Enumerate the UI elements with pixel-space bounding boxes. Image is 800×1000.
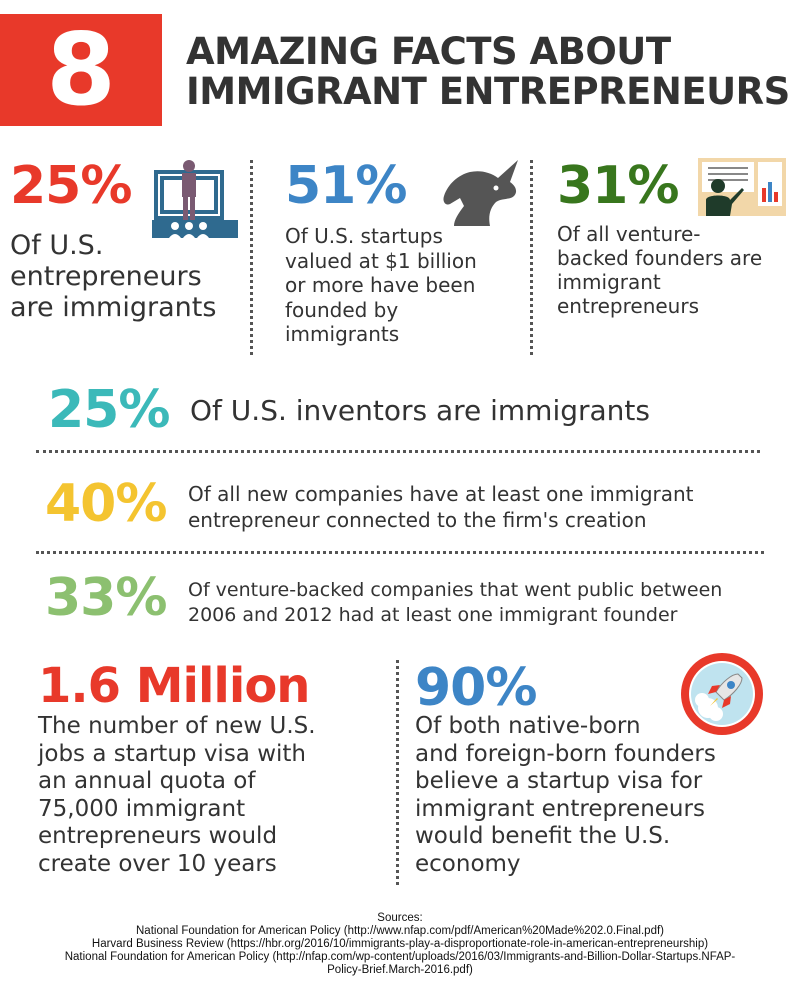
- fact-line: immigrant entrepreneurs: [415, 795, 705, 822]
- stat-new-companies: 40%: [45, 474, 167, 534]
- fact-line: Of all new companies have at least one i…: [188, 482, 694, 506]
- stat-startup-visa: 90%: [415, 658, 537, 718]
- fact-line: backed founders are: [557, 246, 763, 270]
- sources-heading: Sources:: [377, 912, 423, 924]
- fact-line: Of U.S. startups: [285, 224, 443, 248]
- column-divider: [250, 160, 253, 355]
- fact-founders-text: Of all venture- backed founders are immi…: [557, 222, 762, 318]
- fact-went-public-text: Of venture-backed companies that went pu…: [188, 578, 722, 628]
- row-divider: [36, 450, 760, 453]
- fact-line: Of U.S.: [10, 230, 104, 261]
- fact-line: 2006 and 2012 had at least one immigrant…: [188, 604, 678, 626]
- header-number-badge: 8: [0, 14, 162, 126]
- unicorn-icon: [443, 160, 518, 226]
- source-line: Policy-Brief.March-2016.pdf): [327, 964, 473, 976]
- rocket-icon: [681, 653, 763, 735]
- fact-jobs-text: The number of new U.S. jobs a startup vi…: [38, 713, 316, 878]
- fact-line: and foreign-born founders: [415, 740, 716, 767]
- stat-founders: 31%: [557, 156, 679, 216]
- source-line: National Foundation for American Policy …: [64, 951, 736, 963]
- stat-startups: 51%: [285, 156, 407, 216]
- stat-jobs: 1.6 Million: [38, 658, 310, 714]
- fact-line: Of venture-backed companies that went pu…: [188, 579, 723, 601]
- fact-line: Of all venture-: [557, 222, 701, 246]
- fact-line: entrepreneur connected to the firm's cre…: [188, 508, 647, 532]
- fact-line: entrepreneurs: [10, 261, 202, 292]
- fact-new-companies-text: Of all new companies have at least one i…: [188, 481, 694, 533]
- fact-line: entrepreneurs would: [38, 823, 278, 849]
- fact-line: entrepreneurs: [557, 294, 699, 318]
- fact-line: an annual quota of: [38, 768, 256, 794]
- fact-line: or more have been: [285, 273, 476, 297]
- row-divider: [36, 551, 764, 554]
- fact-startup-visa-text: Of both native-born and foreign-born fou…: [415, 713, 716, 878]
- fact-line: immigrant: [557, 270, 661, 294]
- fact-entrepreneurs-text: Of U.S. entrepreneurs are immigrants: [10, 230, 216, 323]
- fact-line: jobs a startup visa with: [38, 740, 307, 767]
- fact-line: 75,000 immigrant: [38, 795, 246, 822]
- fact-line: The number of new U.S.: [38, 713, 316, 739]
- fact-line: valued at $1 billion: [285, 248, 477, 273]
- title-line-1: AMAZING FACTS ABOUT: [186, 30, 671, 73]
- stat-entrepreneurs: 25%: [10, 156, 132, 216]
- stat-went-public: 33%: [45, 568, 167, 628]
- fact-line: are immigrants: [10, 292, 217, 323]
- fact-line: immigrants: [285, 322, 400, 346]
- fact-line: would benefit the U.S.: [415, 823, 671, 849]
- sources: Sources: National Foundation for America…: [0, 912, 800, 977]
- fact-line: believe a startup visa for: [415, 768, 703, 794]
- column-divider: [530, 160, 533, 355]
- source-line: Harvard Business Review (https://hbr.org…: [91, 938, 709, 950]
- fact-line: Of U.S. inventors are immigrants: [190, 394, 650, 427]
- fact-line: founded by: [285, 297, 399, 322]
- column-divider: [396, 660, 399, 885]
- source-line: National Foundation for American Policy …: [136, 925, 664, 937]
- fact-inventors-text: Of U.S. inventors are immigrants: [190, 394, 650, 428]
- page-title: AMAZING FACTS ABOUT IMMIGRANT ENTREPRENE…: [186, 32, 790, 112]
- fact-startups-text: Of U.S. startups valued at $1 billion or…: [285, 224, 477, 347]
- stat-inventors: 25%: [48, 380, 170, 440]
- chart-presentation-icon: [698, 158, 786, 216]
- presenter-icon: [152, 160, 238, 238]
- fact-line: Of both native-born: [415, 713, 641, 739]
- fact-line: create over 10 years: [38, 850, 277, 877]
- fact-line: economy: [415, 850, 521, 877]
- title-line-2: IMMIGRANT ENTREPRENEURS: [186, 70, 790, 113]
